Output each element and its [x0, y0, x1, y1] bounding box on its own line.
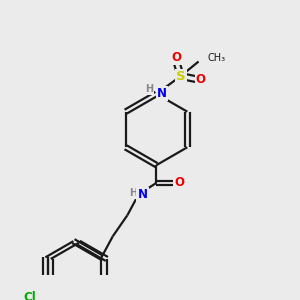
Text: H: H	[145, 84, 153, 94]
Text: O: O	[196, 73, 206, 86]
Text: N: N	[157, 87, 167, 101]
Text: H: H	[129, 188, 137, 198]
Text: CH₃: CH₃	[208, 53, 226, 63]
Text: O: O	[171, 51, 181, 64]
Text: Cl: Cl	[23, 290, 36, 300]
Text: O: O	[174, 176, 184, 189]
Text: N: N	[138, 188, 148, 201]
Text: S: S	[176, 70, 186, 83]
